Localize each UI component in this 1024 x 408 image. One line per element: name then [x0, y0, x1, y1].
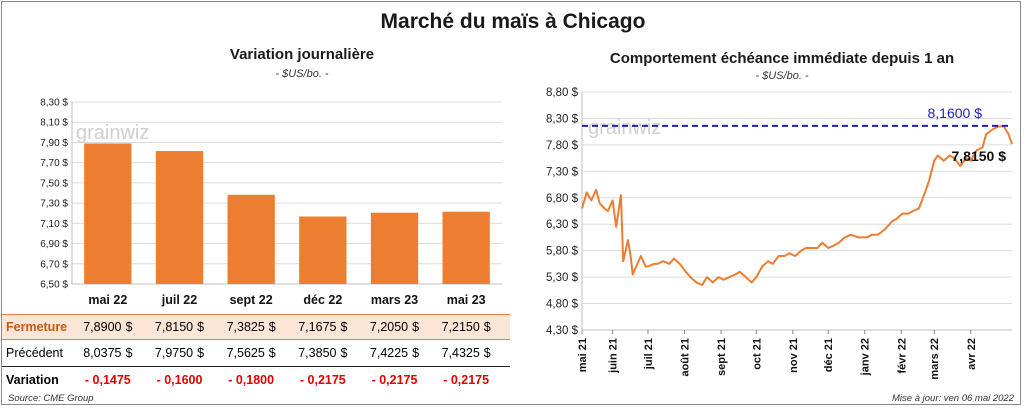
line-y-tick-label: 7,80 $	[546, 140, 579, 152]
main-title: Marché du maïs à Chicago	[380, 10, 646, 33]
table-cell: 7,8150 $	[154, 320, 205, 334]
source-note: Source: CME Group	[8, 393, 94, 404]
line-x-tick-label: sept 21	[716, 338, 728, 376]
update-note: Mise à jour: ven 06 mai 2022	[892, 393, 1014, 404]
bar-y-tick-label: 7,30 $	[40, 199, 68, 210]
last-price-label: 7,8150 $	[952, 148, 1007, 164]
bar-3	[299, 216, 347, 284]
price-line	[581, 125, 1013, 286]
table-cell: 7,4225 $	[369, 346, 420, 360]
line-y-tick-label: 4,30 $	[546, 325, 579, 337]
line-x-tick-label: oct 21	[751, 338, 763, 370]
bar-series	[84, 143, 490, 284]
bar-x-tick-label: mai 23	[447, 293, 486, 307]
bar-x-tick-label: mars 23	[371, 293, 418, 307]
line-y-tick-label: 5,30 $	[546, 272, 579, 284]
bar-5	[442, 211, 490, 284]
line-x-tick-label: janv 22	[860, 338, 872, 376]
bar-y-tick-label: 8,30 $	[40, 98, 68, 109]
bar-chart-grid	[71, 101, 502, 285]
line-x-tick-label: juin 21	[608, 338, 620, 374]
line-y-tick-label: 5,80 $	[546, 246, 579, 258]
table-cell: - 0,2175	[371, 373, 418, 387]
table-row-label: Fermeture	[6, 320, 68, 334]
bar-y-tick-label: 8,10 $	[40, 118, 68, 129]
table-cell: 7,8900 $	[83, 320, 133, 334]
line-x-tick-label: déc 21	[823, 338, 835, 372]
table-cell: 7,3850 $	[298, 346, 348, 360]
line-x-tick-label: avr 22	[966, 338, 978, 370]
line-chart: 4,30 $ 4,80 $ 5,30 $ 5,80 $ 6,30 $ 6,80 $ 7,30…	[546, 87, 1013, 380]
table-cell: 7,2150 $	[441, 320, 491, 334]
bar-y-tick-label: 6,50 $	[40, 280, 68, 291]
left-panel-title: Variation journalière	[229, 46, 375, 63]
table-row-label: Variation	[6, 373, 59, 387]
table-cell: 7,2050 $	[369, 320, 420, 334]
bar-x-tick-label: sept 22	[230, 293, 273, 307]
line-x-tick-label: mai 21	[577, 338, 589, 372]
bar-y-tick-label: 6,70 $	[40, 259, 68, 270]
watermark: grainwiz	[588, 117, 661, 139]
table-row-fermeture: Fermeture 7,8900 $ 7,8150 $ 7,3825 $ 7,1675 $ 7,2…	[2, 314, 510, 340]
table-cell: - 0,1800	[228, 373, 275, 387]
bar-y-tick-label: 7,70 $	[40, 158, 68, 169]
bar-2	[227, 194, 275, 284]
line-x-tick-label: mars 22	[929, 338, 941, 380]
line-y-tick-label: 6,80 $	[546, 193, 579, 205]
bar-y-tick-label: 6,90 $	[40, 239, 68, 250]
table-cell: - 0,1600	[156, 373, 203, 387]
table-row-label: Précédent	[6, 346, 63, 360]
line-x-tick-label: août 21	[679, 338, 691, 377]
table-cell: - 0,2175	[299, 373, 346, 387]
line-y-tick-label: 7,30 $	[546, 166, 579, 178]
line-y-tick-label: 6,30 $	[546, 219, 579, 231]
bar-x-tick-label: juil 22	[161, 293, 197, 307]
right-panel-unit: - $US/bo. -	[755, 70, 809, 82]
line-y-tick-label: 4,80 $	[546, 299, 579, 311]
high-price-label: 8,1600 $	[928, 105, 983, 121]
bar-1	[155, 151, 204, 284]
table-cell: 7,1675 $	[298, 320, 348, 334]
bar-y-tick-label: 7,50 $	[40, 178, 68, 189]
left-panel-unit: - $US/bo. -	[275, 68, 329, 80]
line-x-tick-label: févr 22	[896, 338, 908, 373]
table-cell: 7,5625 $	[226, 346, 276, 360]
line-chart-grid	[581, 91, 1012, 331]
bar-y-tick-label: 7,90 $	[40, 138, 68, 149]
line-chart-y-ticks: 4,30 $ 4,80 $ 5,30 $ 5,80 $ 6,30 $ 6,80 $ 7,30…	[546, 87, 579, 337]
line-x-tick-label: juil 21	[643, 338, 655, 370]
table-row-precedent: Précédent 8,0375 $ 7,9750 $ 7,5625 $ 7,3850 $ 7,4…	[2, 340, 510, 367]
watermark: grainwiz	[76, 122, 149, 144]
bar-0	[84, 143, 132, 284]
bar-chart: 6,50 $ 6,70 $ 6,90 $ 7,10 $ 7,30 $ 7,50 $ 7,70…	[40, 98, 502, 307]
right-panel-title: Comportement échéance immédiate depuis 1…	[609, 50, 955, 67]
bar-4	[370, 212, 419, 284]
price-line-series	[581, 125, 1013, 286]
table-cell: 7,3825 $	[226, 320, 276, 334]
table-cell: 8,0375 $	[83, 346, 133, 360]
bar-x-tick-label: déc 22	[303, 293, 342, 307]
bar-chart-x-ticks: mai 22 juil 22 sept 22 déc 22 mars 23 mai 23	[88, 293, 485, 307]
table-cell: 7,4325 $	[441, 346, 491, 360]
line-y-tick-label: 8,30 $	[546, 113, 579, 125]
table-cell: 7,9750 $	[154, 346, 205, 360]
line-y-tick-label: 8,80 $	[546, 87, 579, 99]
futures-table: Fermeture 7,8900 $ 7,8150 $ 7,3825 $ 7,1675 $ 7,2…	[2, 314, 510, 394]
bar-y-tick-label: 7,10 $	[40, 219, 68, 230]
line-x-tick-label: nov 21	[788, 338, 800, 373]
bar-chart-y-ticks: 6,50 $ 6,70 $ 6,90 $ 7,10 $ 7,30 $ 7,50 $ 7,70…	[40, 98, 68, 291]
table-row-variation: Variation - 0,1475 - 0,1600 - 0,1800 - 0,217…	[2, 368, 510, 392]
table-cell: - 0,2175	[443, 373, 490, 387]
line-chart-x-ticks: mai 21 juin 21 juil 21 août 21 sept 21 oct 21…	[577, 330, 978, 380]
bar-x-tick-label: mai 22	[88, 293, 127, 307]
table-cell: - 0,1475	[84, 373, 131, 387]
